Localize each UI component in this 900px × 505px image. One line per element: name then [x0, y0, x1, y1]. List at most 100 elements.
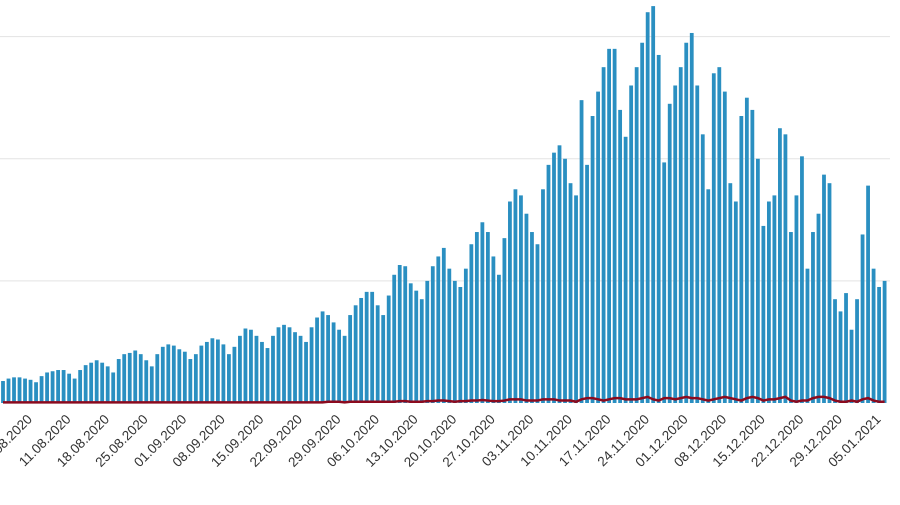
bar — [761, 225, 766, 403]
bar — [166, 344, 171, 403]
bar — [706, 189, 711, 403]
bar — [844, 293, 848, 403]
bar — [177, 349, 182, 403]
bar — [816, 213, 821, 403]
bar — [833, 299, 837, 403]
bar — [304, 341, 308, 403]
bar — [557, 145, 562, 403]
bar — [491, 256, 496, 403]
bar — [293, 332, 297, 403]
bar — [386, 295, 391, 403]
bar — [182, 351, 187, 403]
bar — [811, 232, 815, 403]
bar — [541, 189, 545, 403]
bar — [6, 378, 11, 403]
line — [3, 395, 885, 404]
bar — [309, 327, 314, 403]
bar — [546, 164, 551, 403]
bar — [210, 338, 215, 403]
bar — [502, 238, 507, 403]
bar — [94, 360, 99, 403]
bar — [618, 109, 623, 403]
bar — [596, 91, 600, 403]
bar — [579, 100, 584, 403]
bar — [728, 183, 733, 403]
bar — [822, 174, 826, 403]
bar — [866, 185, 870, 403]
bar — [315, 317, 319, 403]
bar — [508, 201, 512, 403]
bar — [298, 335, 303, 403]
bar — [640, 42, 645, 403]
bar — [662, 162, 667, 403]
bar — [160, 346, 165, 403]
bar — [116, 359, 121, 403]
bar — [601, 67, 606, 404]
bar — [574, 195, 578, 403]
bar — [634, 67, 639, 404]
bar — [739, 116, 744, 404]
bar — [353, 305, 358, 403]
bar — [882, 280, 887, 403]
bar — [39, 376, 44, 403]
bar — [56, 370, 60, 403]
bar — [370, 291, 375, 403]
bar — [144, 360, 149, 403]
bar — [133, 350, 138, 403]
bar — [50, 371, 55, 403]
bar — [138, 354, 143, 403]
bar — [871, 268, 876, 403]
bar — [227, 354, 231, 403]
bar — [783, 134, 788, 404]
bar — [232, 346, 237, 403]
bar — [221, 344, 226, 403]
bar — [425, 280, 430, 403]
bar — [794, 195, 799, 403]
bar — [364, 291, 369, 403]
bar — [1, 381, 5, 403]
bar — [193, 354, 198, 403]
bar — [772, 195, 777, 403]
bar — [827, 183, 832, 403]
bar — [568, 183, 573, 403]
bar — [111, 372, 116, 403]
bar — [750, 109, 755, 403]
bar — [155, 354, 160, 403]
bar — [122, 354, 127, 403]
bar — [673, 85, 678, 403]
bar — [17, 377, 22, 403]
bar — [485, 232, 490, 403]
bar — [83, 365, 88, 403]
bar — [287, 327, 292, 403]
bar — [800, 156, 804, 403]
bar — [535, 244, 540, 403]
bar — [243, 328, 248, 403]
bar — [337, 329, 342, 403]
bar — [590, 116, 595, 404]
bar — [689, 32, 694, 404]
bar — [260, 341, 264, 403]
bar — [766, 201, 771, 403]
bar — [326, 315, 330, 403]
bar — [513, 189, 518, 403]
bar — [651, 6, 656, 404]
bar — [89, 362, 94, 403]
bar — [72, 378, 77, 403]
bar — [28, 379, 33, 403]
bar — [717, 67, 722, 404]
bar — [684, 42, 689, 403]
bar — [403, 266, 408, 403]
bar — [480, 222, 485, 403]
bar — [789, 232, 793, 403]
bar — [397, 265, 402, 403]
bar — [34, 382, 38, 403]
bar — [436, 256, 441, 403]
bar — [497, 274, 501, 403]
bar — [552, 152, 556, 403]
bar — [667, 103, 672, 403]
bar — [61, 370, 66, 403]
bar — [171, 345, 176, 403]
bar — [414, 290, 419, 403]
bar — [199, 345, 204, 403]
bar — [67, 373, 72, 403]
